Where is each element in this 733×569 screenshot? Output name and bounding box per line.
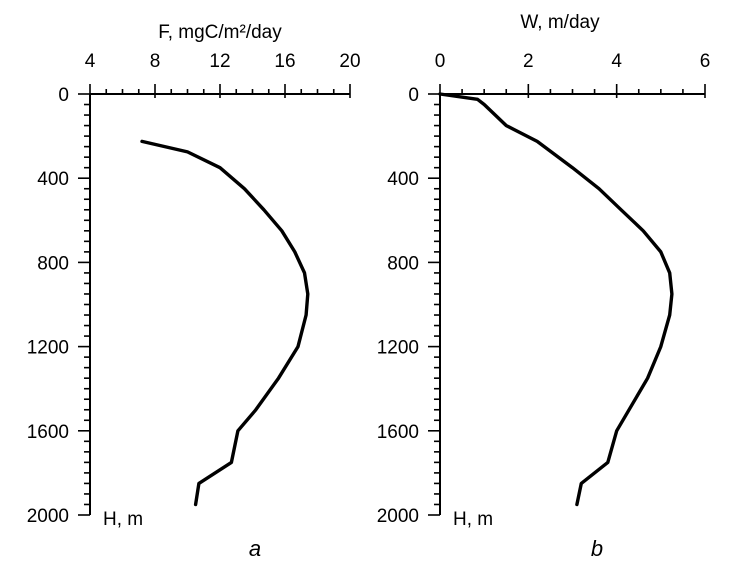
y-axis-title-b: H, m [453,509,493,530]
y-tick-label-b: 2000 [377,506,419,527]
x-tick-label-a: 16 [274,51,295,72]
x-axis-title-b: W, m/day [520,12,600,33]
y-tick-label-a: 0 [58,85,69,106]
y-tick-label-a: 1600 [27,422,69,443]
series-line-a-0 [140,139,310,507]
y-tick-label-b: 800 [387,253,419,274]
series-line-b-0 [438,92,674,507]
y-tick-label-a: 400 [37,169,69,190]
panel-label-a: a [249,536,261,561]
y-tick-label-a: 2000 [27,506,69,527]
y-tick-label-a: 800 [37,253,69,274]
panel-a: 4 8 12 16 20 0 400 800 1200 1600 2000 F, mgC/m²/day… [27,22,361,561]
y-tick-label-b: 0 [408,85,419,106]
y-tick-label-a: 1200 [27,338,69,359]
x-tick-label-b: 0 [435,51,446,72]
y-axis-title-a: H, m [103,509,143,530]
y-tick-label-b: 1600 [377,422,419,443]
x-tick-label-a: 12 [209,51,230,72]
y-tick-label-b: 1200 [377,338,419,359]
x-tick-label-a: 4 [85,51,96,72]
x-axis-title-a: F, mgC/m²/day [158,22,282,43]
y-tick-label-b: 400 [387,169,419,190]
x-tick-label-b: 6 [700,51,711,72]
x-tick-label-b: 2 [523,51,534,72]
x-tick-label-a: 20 [339,51,360,72]
panel-label-b: b [591,536,603,561]
x-tick-label-b: 4 [611,51,622,72]
panel-b: 0 2 4 6 0 400 800 1200 1600 2000 W, m/day H, m b [377,12,711,561]
x-tick-label-a: 8 [150,51,161,72]
